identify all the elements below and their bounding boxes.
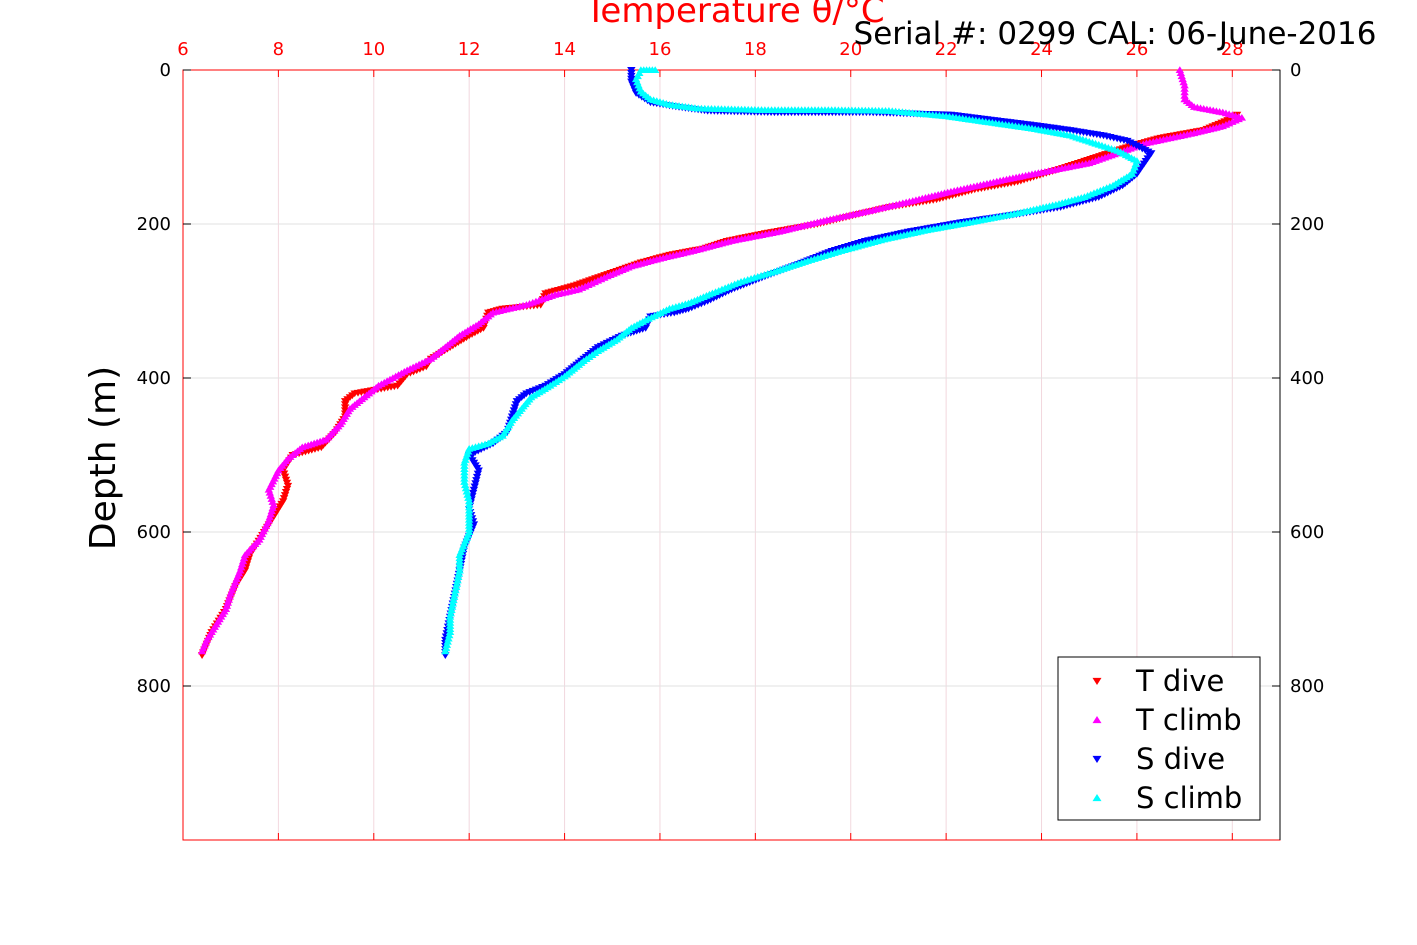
- y-axis-label: Depth (m): [83, 366, 124, 550]
- data-point: [627, 67, 636, 74]
- legend: T dive T climb S dive S climb: [1057, 656, 1261, 821]
- y-tick-label-right: 400: [1290, 368, 1324, 389]
- legend-box: [1057, 656, 1261, 821]
- y-tick-label-left: 800: [137, 676, 171, 697]
- series-s-climb: [441, 66, 1142, 655]
- chart-title: Temperature θ/°C: [584, 0, 884, 31]
- data-point: [1175, 66, 1185, 73]
- x-tick-label: 20: [839, 39, 862, 60]
- x-tick-label: 26: [1125, 39, 1148, 60]
- data-point: [470, 483, 479, 491]
- axis-ticks: 6 8 10 12 14 16 18 20 22 24 26 28 0 0 200 200 400 400 600 6…: [137, 39, 1324, 840]
- legend-label: T dive: [1135, 664, 1224, 698]
- data-point: [468, 489, 478, 497]
- y-tick-label-left: 600: [137, 522, 171, 543]
- y-tick-label-right: 800: [1290, 676, 1324, 697]
- legend-marker: [1092, 715, 1102, 724]
- x-tick-label: 10: [362, 39, 385, 60]
- x-tick-label: 28: [1221, 39, 1244, 60]
- data-point: [1180, 92, 1189, 99]
- data-point: [473, 470, 483, 478]
- x-tick-label: 16: [649, 39, 672, 60]
- data-point: [471, 480, 480, 488]
- x-tick-label: 22: [935, 39, 958, 60]
- serial-annotation: Serial #: 0299 CAL: 06-June-2016: [854, 16, 1377, 52]
- legend-marker: [1092, 755, 1102, 764]
- series-s-dive: [441, 67, 1156, 659]
- legend-label: T climb: [1135, 703, 1242, 737]
- y-tick-label-left: 0: [160, 60, 171, 81]
- data-point: [472, 473, 482, 481]
- data-point: [472, 477, 481, 484]
- x-tick-label: 8: [273, 39, 284, 60]
- x-tick-label: 24: [1030, 39, 1053, 60]
- series-t-climb: [197, 66, 1247, 655]
- legend-marker: [1092, 793, 1102, 802]
- x-tick-label: 14: [553, 39, 576, 60]
- data-point: [1180, 95, 1189, 103]
- data-point: [1180, 85, 1189, 92]
- legend-label: S dive: [1136, 742, 1225, 776]
- data-point: [469, 486, 479, 494]
- data-series: [197, 66, 1247, 659]
- x-tick-label: 18: [744, 39, 767, 60]
- y-tick-label-left: 200: [137, 214, 171, 235]
- legend-marker: [1092, 677, 1102, 686]
- y-tick-label-left: 400: [137, 368, 171, 389]
- x-tick-label: 12: [458, 39, 481, 60]
- y-tick-label-right: 200: [1290, 214, 1324, 235]
- data-point: [1180, 88, 1189, 96]
- legend-label: S climb: [1136, 781, 1242, 815]
- y-tick-label-right: 0: [1290, 60, 1301, 81]
- y-tick-label-right: 600: [1290, 522, 1324, 543]
- x-tick-label: 6: [177, 39, 188, 60]
- data-point: [650, 66, 660, 73]
- data-point: [468, 493, 477, 500]
